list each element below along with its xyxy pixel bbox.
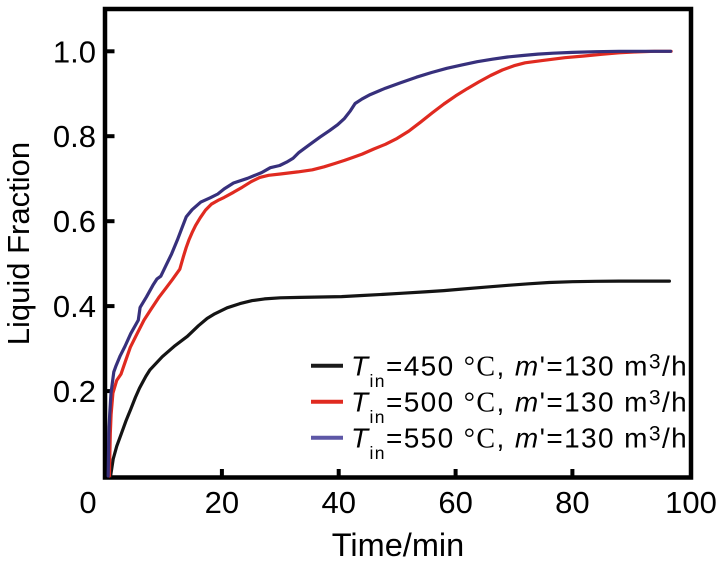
svg-text:100: 100 <box>665 485 717 520</box>
svg-text:60: 60 <box>438 485 472 520</box>
svg-text:0: 0 <box>79 485 96 520</box>
svg-text:0.8: 0.8 <box>53 119 96 154</box>
svg-text:Liquid Fraction: Liquid Fraction <box>1 142 36 345</box>
svg-text:0.2: 0.2 <box>53 374 96 409</box>
svg-text:0.6: 0.6 <box>53 204 96 239</box>
svg-text:1.0: 1.0 <box>53 34 96 69</box>
svg-text:0.4: 0.4 <box>53 289 96 324</box>
svg-text:Tin=500 °C, m'=130 m3/h: Tin=500 °C, m'=130 m3/h <box>351 387 688 428</box>
svg-text:Time/min: Time/min <box>332 527 464 562</box>
svg-text:Tin=550 °C, m'=130 m3/h: Tin=550 °C, m'=130 m3/h <box>351 423 688 464</box>
svg-text:Tin=450 °C, m'=130 m3/h: Tin=450 °C, m'=130 m3/h <box>351 351 688 392</box>
svg-text:80: 80 <box>555 485 589 520</box>
svg-text:20: 20 <box>205 485 239 520</box>
svg-text:40: 40 <box>321 485 355 520</box>
